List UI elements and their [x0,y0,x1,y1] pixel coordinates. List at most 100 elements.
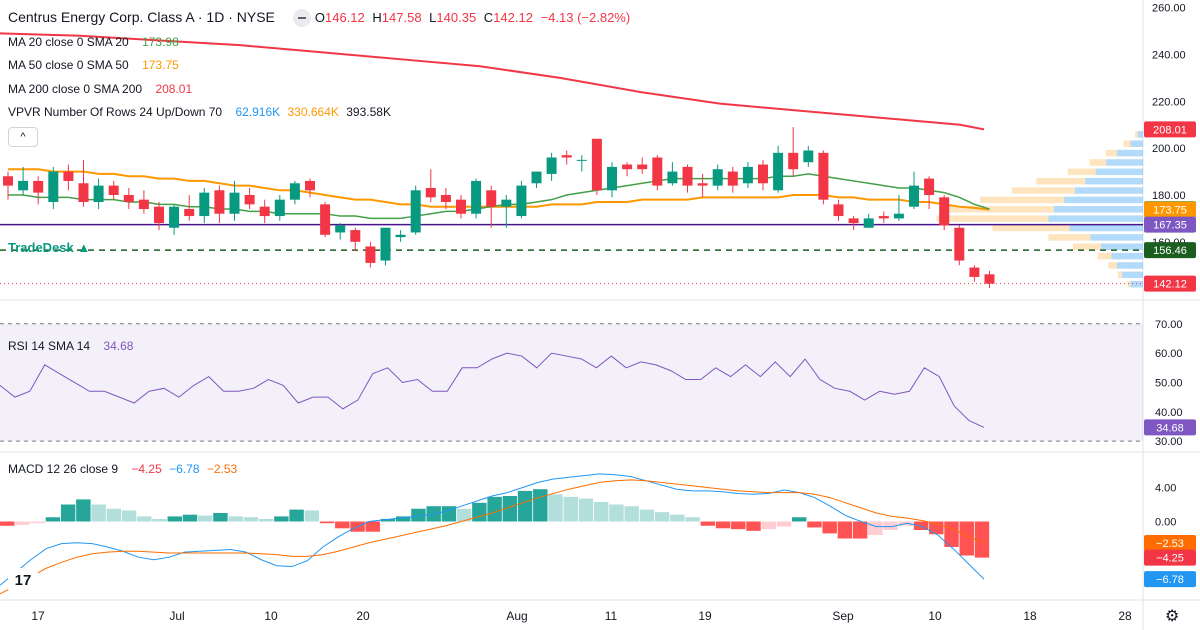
collapse-legend-button[interactable]: ^ [8,127,38,147]
time-axis-tick: 18 [1023,609,1037,623]
rsi-axis-tick: 30.00 [1155,436,1183,448]
price-axis-tick: 200.00 [1152,143,1186,155]
candle-body [531,171,542,184]
tradedesk-label[interactable]: TradeDesk ▲ [8,240,91,255]
time-axis-tick: 20 [356,609,370,623]
rsi-legend[interactable]: RSI 14 SMA 14 34.68 [8,339,137,353]
vpvr-up-bar [1064,196,1143,204]
macd-histogram-bar [228,516,243,522]
macd-legend[interactable]: MACD 12 26 close 9 −4.25 −6.78 −2.53 [8,462,241,476]
candle-body [637,164,648,170]
macd-histogram-bar [106,508,122,522]
macd-histogram-bar [807,521,822,528]
ma20-value: 173.98 [142,35,179,49]
eye-icon[interactable] [292,8,311,27]
candle-body [682,166,693,186]
macd-histogram-bar [609,504,624,522]
macd-signal-line [0,479,985,595]
vpvr-up-bar [1116,262,1143,269]
candle-body [184,209,195,217]
vpvr-up-bar [1111,252,1143,260]
macd-histogram-bar [822,521,837,534]
macd-histogram-bar [45,517,61,522]
candle-body [576,159,587,161]
candle-body [773,152,784,191]
macd-histogram-bar [472,502,487,522]
candle-body [123,194,134,203]
macd-histogram-bar [548,494,563,522]
time-axis-tick: Sep [832,609,854,623]
candle-body [78,183,89,203]
macd-value-tag-label: −4.25 [1156,553,1184,565]
candle-body [622,164,633,170]
candle-body [486,190,497,207]
macd-histogram-bar [441,506,457,522]
rsi-axis-tick: 40.00 [1155,407,1183,419]
candle-body [878,216,889,219]
macd-histogram-bar [517,490,533,522]
candle-body [229,192,240,214]
time-axis-tick: Aug [506,609,527,623]
vpvr-down-bar [1036,177,1086,185]
ma200-legend[interactable]: MA 200 close 0 SMA 200 208.01 [8,82,196,96]
chart-header: Centrus Energy Corp. Class A · 1D · NYSE… [8,8,634,28]
candle-body [984,274,995,284]
macd-histogram-bar [578,498,594,522]
vpvr-down-bar [1011,187,1075,194]
ma20-label: MA 20 close 0 SMA 20 [8,35,129,49]
close-value: 142.12 [493,10,533,25]
gear-icon[interactable]: ⚙ [1165,608,1180,625]
candle-body [803,150,814,163]
candle-body [3,176,13,186]
candle-body [33,180,44,193]
time-axis-tick: 10 [928,609,942,623]
macd-histogram-bar [137,516,152,522]
candle-body [108,185,119,195]
price-tag [1144,216,1196,233]
macd-histogram-bar [289,509,304,522]
candle-body [305,180,315,191]
candle-body [546,157,557,174]
macd-histogram-bar [594,501,609,522]
candle-body [848,218,859,224]
macd-histogram-bar [0,521,15,526]
macd-histogram-bar [243,517,259,522]
vpvr-down-bar [1097,252,1112,260]
ma50-legend[interactable]: MA 50 close 0 SMA 50 173.75 [8,58,183,72]
vpvr-down-bar [1117,271,1122,279]
ma200-value: 208.01 [155,82,193,96]
rsi-value-tag [1144,419,1196,436]
macd-value-tag-label: −2.53 [1156,538,1184,550]
candle-body [365,246,376,263]
time-axis-tick: 11 [605,609,618,623]
price-tag-label: 167.35 [1153,220,1187,232]
ma20-legend[interactable]: MA 20 close 0 SMA 20 173.98 [8,35,183,49]
macd-histogram-bar [852,521,868,539]
candle-body [154,206,164,224]
vpvr-up-bar [1130,280,1143,288]
macd-histogram-bar [15,521,30,525]
candle-body [471,180,482,214]
candle-body [712,169,723,186]
macd-histogram-bar [182,514,198,522]
macd-axis-tick: 0.00 [1155,517,1176,529]
macd-histogram-bar [959,521,974,556]
candle-body [350,230,361,242]
candle-body [727,171,738,186]
tradingview-logo-icon[interactable]: 17 [8,568,38,594]
candle-body [501,199,512,207]
candle-body [259,206,270,217]
vpvr-up-bar [1122,271,1143,279]
vpvr-up-bar [1085,177,1143,185]
macd-hist-value: −4.25 [131,462,162,476]
high-label: H [372,10,382,25]
price-axis-tick: 260.00 [1152,3,1186,15]
vpvr-legend[interactable]: VPVR Number Of Rows 24 Up/Down 70 62.916… [8,105,395,119]
vpvr-label: VPVR Number Of Rows 24 Up/Down 70 [8,105,223,119]
candle-body [667,171,678,184]
macd-histogram-bar [792,517,807,522]
vpvr-up-bar [1053,206,1143,213]
open-value: 146.12 [325,10,365,25]
rsi-axis-tick: 70.00 [1155,319,1183,331]
